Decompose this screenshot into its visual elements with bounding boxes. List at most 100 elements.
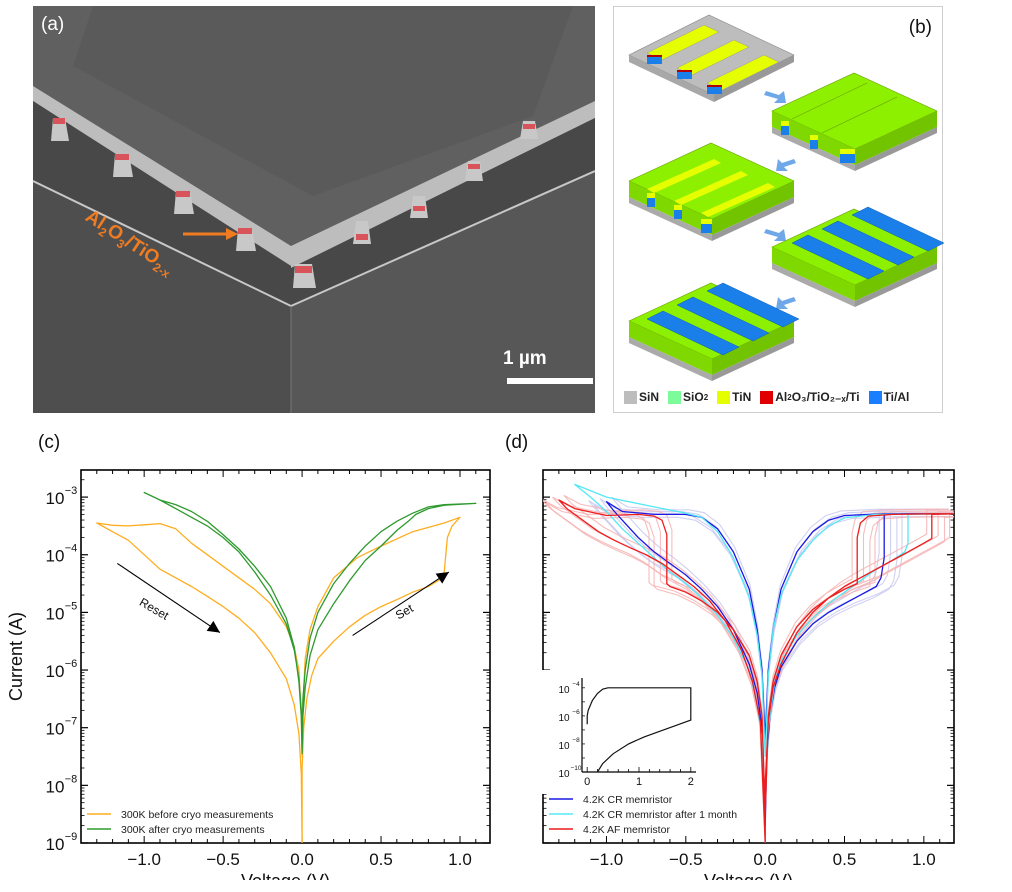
x-tick-label: 0.0 (753, 850, 777, 869)
legend-label: TiN (732, 390, 752, 404)
panel-label-a: (a) (41, 14, 65, 35)
y-tick-label: 10 (46, 720, 65, 739)
chart-c-iv-300k: −1.0−0.50.00.51.0Voltage (V)10−910−810−7… (6, 469, 491, 880)
y-tick-exponent: −6 (65, 658, 78, 670)
legend-label: Ti/Al (883, 390, 910, 404)
y-tick-exponent: −9 (65, 831, 78, 843)
y-tick-exponent: −4 (65, 543, 78, 555)
device-pillars (51, 118, 538, 288)
legend-label: SiN (639, 390, 660, 404)
inset-y-tick-exponent: −6 (572, 709, 580, 716)
x-tick-label: 1.0 (912, 850, 936, 869)
process-arrows (764, 91, 796, 309)
y-tick-label: 10 (46, 489, 65, 508)
annotation-arrow-line (352, 571, 450, 636)
arrowhead-icon (206, 620, 220, 633)
inset-y-tick-label: 10 (558, 685, 570, 696)
legend-label: 300K after cryo measurements (121, 824, 265, 836)
inset-background (542, 670, 714, 794)
y-axis-label: Current (A) (6, 612, 26, 701)
x-tick-label: 0.5 (833, 850, 857, 869)
series-group (96, 491, 477, 843)
arrow-icon (764, 229, 786, 241)
inset-x-tick-label: 2 (688, 776, 694, 788)
y-tick-label: 10 (46, 604, 65, 623)
sem-image-panel: (a) Al2O3/TiO2-x 1 µm (33, 6, 595, 413)
legend-label: Al (775, 390, 788, 404)
plot-frame (542, 469, 955, 844)
process-step-2 (771, 72, 938, 171)
y-tick-label: 10 (46, 777, 65, 796)
legend-item-tin: TiN (717, 390, 751, 404)
legend-item-tial: Ti/Al (868, 390, 910, 404)
panel-label-d: (d) (505, 432, 529, 453)
y-tick-exponent: −7 (65, 716, 78, 728)
process-steps-diagram (628, 14, 944, 381)
x-tick-label: −0.5 (669, 850, 703, 869)
x-tick-label: 0.5 (369, 850, 393, 869)
x-tick-label: −1.0 (590, 850, 624, 869)
y-tick-exponent: −3 (65, 485, 78, 497)
legend-sub: 2 (787, 392, 792, 402)
y-tick-label: 10 (46, 835, 65, 854)
inset-y-tick-label: 10 (558, 741, 570, 752)
y-tick-exponent: −8 (65, 773, 78, 785)
y-tick-label: 10 (46, 547, 65, 566)
x-axis-label: Voltage (V) (704, 871, 793, 880)
arrow-icon (776, 297, 796, 309)
scale-bar-label: 1 µm (503, 348, 547, 369)
process-step-1 (628, 14, 795, 102)
inset-y-tick-exponent: −10 (570, 765, 581, 772)
process-step-3 (628, 142, 795, 241)
x-axis-label: Voltage (V) (241, 871, 330, 880)
inset-y-tick-label: 10 (558, 713, 570, 724)
annotation-label: Set (393, 601, 416, 622)
legend-label: 4.2K CR memristor after 1 month (583, 809, 737, 821)
legend-label: SiO (683, 390, 704, 404)
legend-label: 4.2K AF memristor (583, 824, 670, 836)
legend-item-sio2: SiO 2 (668, 390, 708, 404)
inset-y-tick-label: 10 (558, 769, 570, 780)
process-schematic-panel: (b) (613, 6, 944, 413)
annotation-arrow-line (117, 562, 221, 634)
swatch (717, 390, 731, 404)
legend-label: 4.2K CR memristor (583, 794, 673, 806)
swatch (868, 390, 882, 404)
legend-item-switching-layer: Al 2 O₃/TiO₂₋ₓ/Ti (760, 390, 860, 404)
inset-iv-curve (586, 687, 692, 773)
legend: 300K before cryo measurements 300K after … (87, 809, 273, 836)
annotation-label: Reset (137, 595, 172, 623)
x-tick-label: 0.0 (290, 850, 314, 869)
series-line-4-2k-af-memristor (558, 499, 954, 843)
series-line-300k-after-cryo-measurements (143, 491, 477, 755)
swatch (760, 390, 774, 404)
panel-label-b: (b) (908, 17, 932, 38)
arrowhead-icon (435, 572, 449, 584)
legend-sub: 2 (703, 392, 709, 402)
x-tick-label: −1.0 (127, 850, 161, 869)
swatch (624, 390, 637, 404)
x-tick-label: 1.0 (448, 850, 472, 869)
process-step-5 (628, 282, 800, 381)
y-tick-exponent: −5 (65, 600, 78, 612)
inset-x-tick-label: 1 (636, 776, 642, 788)
swatch (668, 390, 682, 404)
inset-x-tick-label: 0 (584, 776, 590, 788)
sem-micrograph (33, 6, 595, 413)
material-legend: SiN SiO 2 TiN Al 2 O₃/TiO₂₋ₓ/Ti Ti/Al (624, 390, 913, 404)
arrow-icon (776, 159, 796, 171)
x-tick-label: −0.5 (206, 850, 240, 869)
scale-bar (507, 378, 593, 384)
series-line-300k-before-cryo-measurements (96, 516, 461, 843)
inset-y-tick-exponent: −4 (572, 681, 580, 688)
chart-d-iv-4k: −1.0 −0.5 0.0 0.5 1.0 Voltage (V) 4.2K CR memr… (542, 469, 955, 880)
process-step-4 (771, 206, 944, 307)
plot-frame (80, 469, 491, 844)
y-tick-label: 10 (46, 662, 65, 681)
legend-item-sin: SiN (624, 390, 659, 404)
series-group (543, 483, 954, 843)
arrow-icon (764, 91, 786, 103)
panel-label-c: (c) (38, 432, 61, 453)
inset-y-tick-exponent: −8 (572, 737, 580, 744)
legend-label: 300K before cryo measurements (121, 809, 273, 821)
